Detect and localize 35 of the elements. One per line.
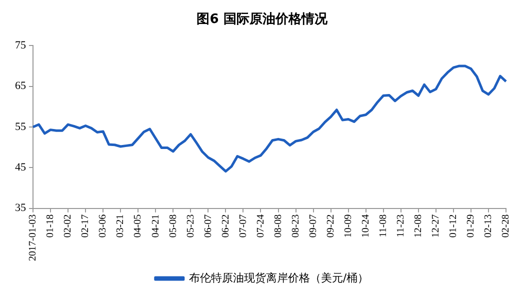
x-tick-label: 11-23 bbox=[396, 214, 407, 238]
x-tick-label: 03-06 bbox=[98, 214, 109, 238]
x-tick-label: 05-23 bbox=[185, 214, 196, 238]
x-tick-label: 05-08 bbox=[168, 214, 179, 238]
x-tick-label: 2017-01-03 bbox=[28, 214, 39, 262]
x-tick-label: 07-24 bbox=[255, 214, 266, 238]
x-tick-label: 02-13 bbox=[483, 214, 494, 238]
legend-label: 布伦特原油现货离岸价格（美元/桶） bbox=[188, 271, 369, 284]
y-tick-label: 35 bbox=[15, 202, 26, 214]
x-tick-label: 10-24 bbox=[360, 214, 372, 238]
y-tick-label: 65 bbox=[15, 80, 26, 92]
x-tick-label: 01-18 bbox=[45, 214, 56, 238]
x-tick-label: 07-07 bbox=[238, 214, 249, 238]
x-tick-label: 08-08 bbox=[272, 214, 284, 238]
x-tick-label: 04-21 bbox=[150, 214, 162, 238]
x-tick-label: 09-07 bbox=[308, 214, 319, 238]
x-tick-label: 06-07 bbox=[202, 214, 214, 238]
x-tick-label: 06-22 bbox=[220, 214, 232, 238]
y-tick-label: 55 bbox=[15, 120, 26, 133]
x-tick-label: 12-08 bbox=[413, 214, 424, 238]
x-tick-label: 04-05 bbox=[132, 214, 144, 238]
x-tick-label: 11-08 bbox=[378, 214, 389, 238]
y-tick-label: 45 bbox=[15, 162, 26, 174]
y-tick-label: 75 bbox=[15, 39, 26, 52]
x-tick-label: 02-28 bbox=[500, 214, 512, 238]
x-tick-label: 03-21 bbox=[115, 214, 126, 238]
x-tick-label: 09-22 bbox=[325, 214, 336, 238]
x-tick-label: 01-29 bbox=[466, 214, 477, 238]
x-tick-label: 12-27 bbox=[430, 214, 442, 238]
x-tick-label: 01-12 bbox=[448, 214, 460, 238]
x-tick-label: 10-09 bbox=[342, 214, 354, 238]
x-tick-label: 02-02 bbox=[62, 214, 74, 238]
x-tick-label: 08-23 bbox=[290, 214, 302, 238]
x-tick-label: 02-17 bbox=[80, 214, 92, 238]
chart-title: 图6 国际原油价格情况 bbox=[196, 12, 328, 28]
